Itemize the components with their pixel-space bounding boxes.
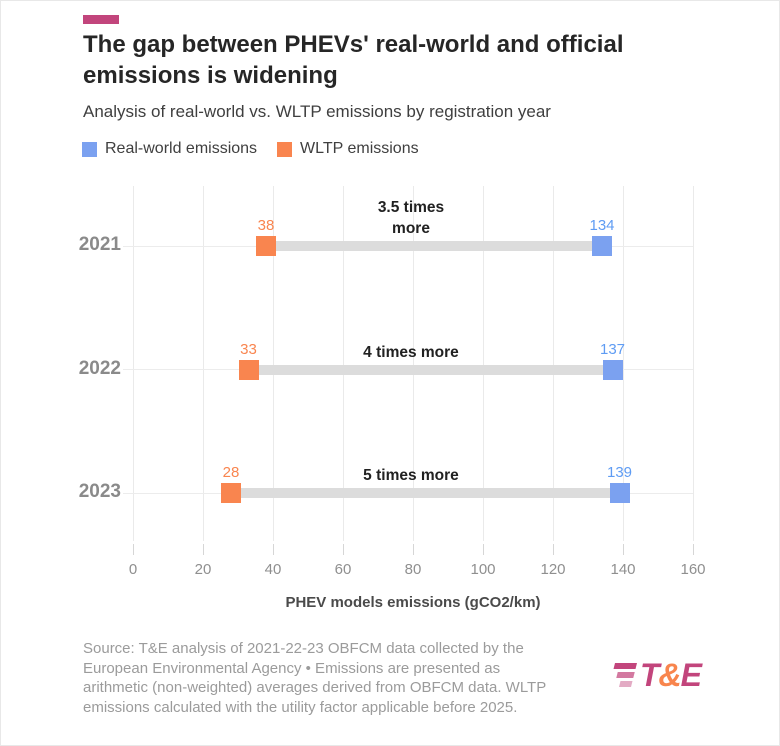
accent-bar [83, 15, 119, 24]
te-logo: T&E [609, 657, 702, 693]
y-axis-label: 2023 [78, 481, 121, 502]
value-label-wltp: 38 [257, 217, 275, 234]
x-tick-label: 80 [404, 561, 422, 578]
v-gridline [622, 186, 624, 541]
y-axis-label: 2021 [78, 234, 121, 255]
x-axis-title: PHEV models emissions (gCO2/km) [285, 594, 541, 611]
value-label-real-world: 137 [599, 340, 626, 358]
value-label-wltp: 33 [240, 340, 257, 358]
v-gridline [692, 186, 694, 541]
x-tick [552, 544, 554, 555]
plot-area: 0 20 40 60 80 100 120 140 160 2021 38 134 3.5 times … [79, 186, 706, 578]
value-label-real-world: 139 [606, 464, 633, 481]
marker-wltp [256, 236, 276, 256]
x-tick-label: 140 [610, 561, 636, 578]
v-gridline [342, 186, 344, 541]
v-gridline [202, 186, 204, 541]
v-gridline [272, 186, 274, 541]
legend-item-real-world: Real-world emissions [82, 140, 257, 158]
v-gridline [132, 186, 134, 541]
v-gridline [482, 186, 484, 541]
x-tick-label: 40 [264, 561, 282, 578]
gap-annotation: 4 times more [363, 343, 459, 361]
logo-stripe [613, 663, 637, 669]
value-label-real-world: 134 [589, 217, 615, 234]
marker-real-world [609, 483, 630, 503]
marker-real-world [592, 236, 612, 256]
dumbbell-connector [266, 241, 602, 251]
x-tick [622, 544, 624, 555]
logo-stripe [619, 681, 633, 687]
x-tick-label: 160 [680, 561, 706, 578]
source-text: Source: T&E analysis of 2021-22-23 OBFCM… [83, 640, 547, 716]
v-gridline [552, 186, 554, 541]
chart-title: The gap between PHEVs' real-world and of… [83, 31, 624, 89]
x-tick [202, 544, 204, 555]
x-tick [132, 544, 134, 555]
dumbbell-connector [248, 364, 613, 375]
dumbbell-connector [231, 488, 620, 498]
x-tick [272, 544, 274, 555]
legend-item-wltp: WLTP emissions [277, 140, 419, 158]
gap-annotation: 3.5 times more [377, 199, 445, 237]
marker-wltp [238, 359, 259, 380]
logo-letter-e: E [680, 657, 702, 693]
x-tick-label: 20 [194, 561, 212, 578]
value-label-wltp: 28 [222, 464, 240, 481]
marker-real-world [602, 359, 623, 380]
x-tick [482, 544, 484, 555]
x-tick-label: 0 [128, 561, 138, 578]
v-gridline [412, 186, 414, 541]
logo-letter-t: T [640, 657, 660, 693]
gap-annotation: 5 times more [363, 467, 459, 484]
te-logo-stripes-icon [609, 663, 637, 687]
logo-stripe [616, 672, 635, 678]
x-tick-label: 100 [470, 561, 496, 578]
legend-label-real-world: Real-world emissions [105, 140, 258, 157]
chart-subtitle: Analysis of real-world vs. WLTP emission… [83, 102, 551, 121]
marker-wltp [221, 483, 241, 503]
x-tick [342, 544, 344, 555]
legend-label-wltp: WLTP emissions [300, 140, 419, 157]
x-tick [692, 544, 694, 555]
legend: Real-world emissions WLTP emissions [82, 140, 419, 158]
x-tick [412, 544, 414, 555]
logo-letter-amp: & [658, 657, 682, 693]
y-axis-label: 2022 [78, 357, 121, 379]
x-tick-label: 120 [540, 561, 566, 578]
te-logo-text: T&E [640, 657, 702, 693]
legend-swatch-wltp [277, 141, 293, 157]
x-tick-label: 60 [334, 561, 352, 578]
legend-swatch-real-world [82, 141, 97, 157]
